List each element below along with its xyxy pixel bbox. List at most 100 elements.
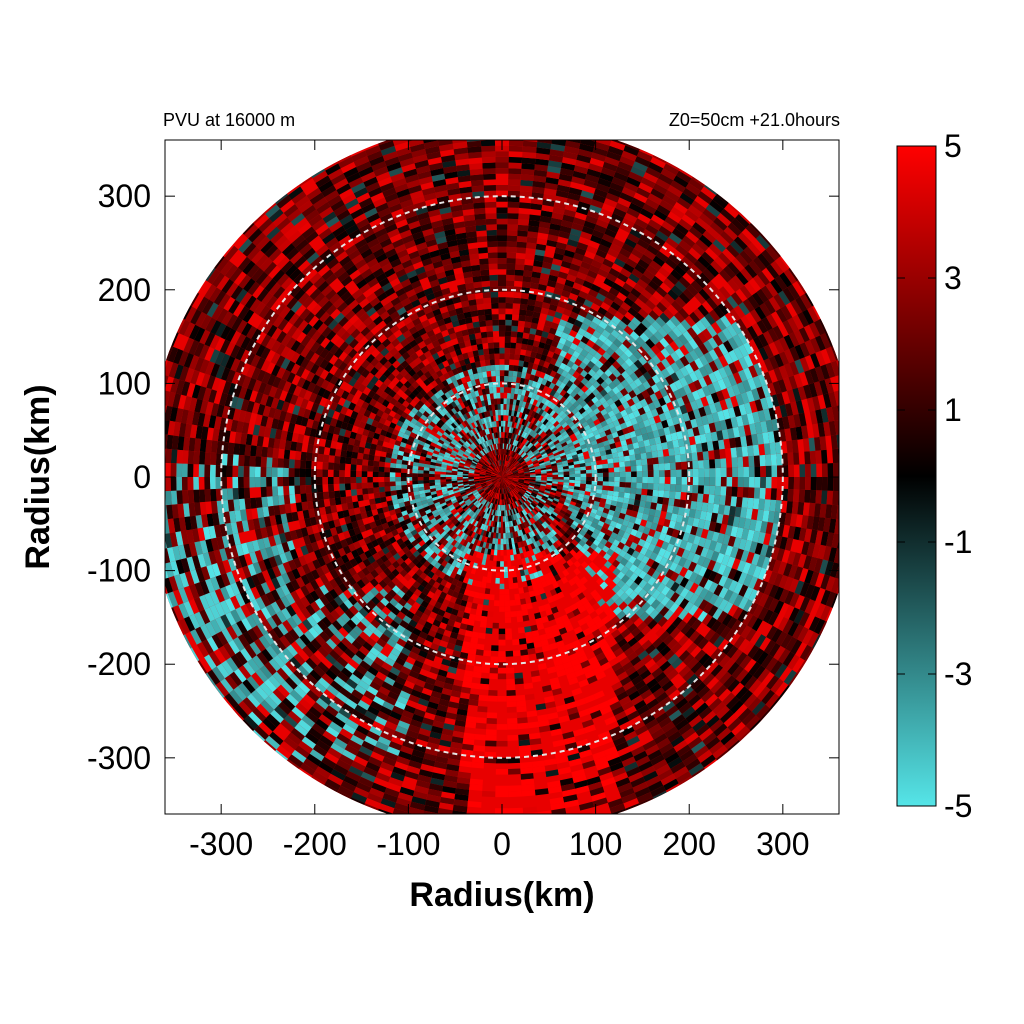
field-cell — [494, 426, 498, 433]
field-cell — [486, 434, 490, 441]
field-cell — [455, 456, 461, 461]
field-cell — [522, 484, 529, 488]
field-cell — [457, 475, 463, 477]
field-cell — [412, 469, 418, 474]
field-cell — [367, 460, 374, 467]
field-cell — [491, 491, 495, 498]
field-cell — [434, 468, 441, 472]
field-cell — [509, 485, 514, 490]
field-cell — [523, 482, 530, 486]
field-cell — [472, 450, 478, 455]
field-cell — [412, 480, 418, 485]
field-cell — [499, 370, 505, 376]
field-cell — [470, 416, 476, 423]
field-cell — [566, 455, 573, 461]
field-cell — [350, 477, 357, 484]
field-cell — [664, 462, 671, 471]
field-cell — [523, 446, 529, 452]
field-cell — [498, 639, 506, 646]
field-cell — [487, 445, 492, 452]
field-cell — [501, 477, 502, 483]
field-cell — [614, 472, 620, 477]
field-cell — [356, 470, 362, 477]
field-cell — [461, 526, 467, 533]
field-cell — [508, 376, 513, 382]
field-cell — [482, 530, 487, 537]
field-cell — [486, 489, 491, 494]
field-cell — [490, 457, 495, 463]
field-cell — [517, 326, 525, 333]
field-cell — [597, 477, 604, 482]
field-cell — [490, 520, 494, 527]
field-cell — [491, 302, 499, 309]
field-cell — [525, 427, 531, 434]
field-cell — [502, 471, 504, 477]
field-cell — [644, 501, 652, 509]
field-cell — [483, 411, 488, 418]
field-cell — [475, 649, 484, 656]
field-cell — [504, 443, 507, 450]
field-cell — [630, 465, 637, 472]
field-cell — [496, 437, 499, 444]
field-cell — [636, 471, 643, 477]
field-cell — [468, 530, 474, 537]
field-cell — [502, 473, 507, 477]
field-cell — [390, 485, 397, 492]
field-cell — [389, 467, 396, 473]
field-cell — [500, 477, 502, 483]
field-cell — [429, 482, 436, 487]
field-cell — [513, 460, 518, 465]
field-cell — [472, 275, 482, 283]
field-cell — [480, 529, 485, 536]
field-cell — [455, 444, 462, 449]
field-cell — [502, 471, 505, 477]
field-cell — [530, 477, 536, 479]
field-cell — [477, 452, 483, 458]
field-cell — [483, 303, 492, 310]
field-cell — [552, 477, 559, 480]
field-cell — [509, 456, 513, 463]
field-cell — [378, 466, 385, 473]
field-cell — [494, 487, 498, 493]
field-cell — [485, 472, 492, 475]
field-cell — [548, 495, 555, 500]
field-cell — [528, 496, 534, 502]
field-cell — [518, 535, 523, 542]
field-cell — [504, 359, 510, 365]
field-cell — [504, 600, 511, 607]
field-cell — [506, 521, 510, 528]
field-cell — [459, 447, 466, 453]
field-cell — [508, 456, 512, 462]
field-cell — [514, 542, 519, 549]
field-cell — [493, 392, 498, 399]
field-cell — [361, 471, 368, 477]
field-cell — [502, 474, 507, 477]
field-cell — [506, 480, 511, 485]
field-cell — [445, 511, 452, 517]
field-cell — [493, 469, 498, 474]
field-cell — [378, 471, 385, 477]
field-cell — [546, 480, 553, 484]
field-cell — [556, 504, 563, 510]
field-cell — [506, 493, 509, 499]
field-cell — [525, 421, 531, 428]
field-cell — [468, 524, 474, 531]
field-cell — [448, 523, 455, 530]
field-cell — [507, 477, 514, 479]
field-cell — [497, 454, 500, 461]
field-cell — [494, 364, 500, 371]
field-cell — [340, 449, 347, 458]
field-cell — [534, 485, 541, 489]
field-cell — [470, 464, 476, 468]
field-cell — [544, 436, 551, 443]
field-cell — [614, 477, 620, 482]
field-cell — [451, 480, 458, 484]
field-cell — [553, 497, 560, 503]
field-cell — [549, 424, 556, 431]
field-cell — [507, 527, 511, 533]
field-cell — [565, 453, 572, 458]
field-cell — [676, 477, 682, 485]
field-cell — [488, 467, 493, 471]
field-cell — [505, 480, 511, 485]
field-cell — [503, 454, 505, 461]
